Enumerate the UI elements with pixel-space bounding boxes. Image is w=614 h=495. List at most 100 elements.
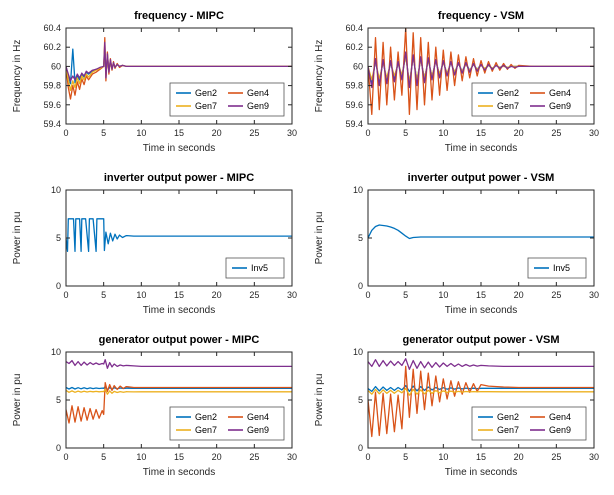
y-tick-label: 0	[56, 281, 61, 291]
x-tick-label: 10	[438, 452, 448, 462]
x-tick-label: 0	[63, 290, 68, 300]
legend-box	[225, 257, 285, 279]
y-axis-label: Frequency in Hz	[12, 40, 23, 113]
legend-label-gen2: Gen2	[497, 88, 519, 98]
y-tick-label: 60.4	[43, 23, 61, 33]
legend-box	[471, 406, 587, 441]
x-tick-label: 25	[551, 128, 561, 138]
series-inv5	[368, 224, 594, 240]
legend-label-gen4: Gen4	[247, 88, 269, 98]
chart-title: generator output power - VSM	[402, 334, 559, 346]
subplot-inverter-output-power-vsm: 0 5 10 15 20 25 30 0 5 10 inverter output power - …	[308, 168, 608, 328]
chart-title: generator output power - MIPC	[99, 334, 260, 346]
y-tick-label: 60	[51, 61, 61, 71]
x-axis-label: Time in seconds	[445, 467, 517, 478]
x-tick-label: 20	[212, 452, 222, 462]
x-tick-label: 5	[101, 452, 106, 462]
legend-box	[527, 257, 587, 279]
x-tick-label: 15	[174, 452, 184, 462]
legend: Gen2 Gen4 Gen7 Gen9	[471, 82, 587, 117]
x-tick-label: 15	[174, 128, 184, 138]
series-gen4	[368, 365, 594, 438]
x-tick-label: 20	[212, 290, 222, 300]
chart-svg: 0 5 10 15 20 25 30 59.4 59.6 59.8 60 60.2 60.4 freque…	[314, 10, 599, 154]
series-group	[368, 28, 594, 116]
y-axis-label: Power in pu	[12, 374, 23, 427]
legend-label-gen9: Gen9	[247, 101, 269, 111]
legend-label-gen7: Gen7	[497, 425, 519, 435]
x-tick-label: 30	[287, 452, 297, 462]
series-group	[66, 36, 292, 100]
y-tick-label: 5	[56, 233, 61, 243]
subplot-frequency-vsm: 0 5 10 15 20 25 30 59.4 59.6 59.8 60 60.2 60.4 freque…	[308, 6, 608, 166]
x-tick-label: 10	[136, 452, 146, 462]
chart-title: inverter output power - MIPC	[104, 172, 254, 184]
x-tick-label: 5	[403, 290, 408, 300]
x-tick-label: 10	[136, 128, 146, 138]
legend-box	[169, 82, 285, 117]
x-tick-label: 30	[589, 128, 599, 138]
x-axis-label: Time in seconds	[143, 467, 215, 478]
x-tick-label: 30	[589, 290, 599, 300]
x-tick-label: 25	[249, 128, 259, 138]
x-tick-label: 10	[438, 290, 448, 300]
chart-svg: 0 5 10 15 20 25 30 0 5 10 generator output power -…	[314, 334, 599, 478]
y-tick-label: 59.8	[43, 81, 61, 91]
y-tick-label: 59.6	[345, 100, 363, 110]
y-tick-label: 0	[56, 443, 61, 453]
y-tick-label: 59.4	[43, 119, 61, 129]
x-tick-label: 25	[551, 452, 561, 462]
y-axis-label: Power in pu	[12, 212, 23, 265]
x-tick-label: 15	[476, 290, 486, 300]
legend-label-gen7: Gen7	[195, 425, 217, 435]
legend: Inv5	[225, 257, 285, 279]
legend-label-gen7: Gen7	[497, 101, 519, 111]
chart-svg: 0 5 10 15 20 25 30 0 5 10 generator output power -…	[12, 334, 297, 478]
legend-label-gen4: Gen4	[247, 412, 269, 422]
series-gen9	[368, 51, 594, 89]
series-gen9	[66, 41, 292, 82]
x-tick-label: 0	[365, 128, 370, 138]
legend: Gen2 Gen4 Gen7 Gen9	[471, 406, 587, 441]
x-tick-label: 15	[174, 290, 184, 300]
y-tick-label: 10	[353, 185, 363, 195]
x-tick-label: 5	[403, 128, 408, 138]
legend-label-gen2: Gen2	[497, 412, 519, 422]
y-tick-label: 59.4	[345, 119, 363, 129]
x-axis-label: Time in seconds	[143, 305, 215, 316]
x-tick-label: 0	[365, 452, 370, 462]
x-tick-label: 25	[249, 452, 259, 462]
series-gen4	[66, 382, 292, 424]
subplot-generator-output-power-mipc: 0 5 10 15 20 25 30 0 5 10 generator output power -…	[6, 330, 306, 490]
x-tick-label: 10	[136, 290, 146, 300]
x-tick-label: 5	[403, 452, 408, 462]
x-tick-label: 10	[438, 128, 448, 138]
y-tick-label: 10	[353, 347, 363, 357]
series-group	[66, 218, 292, 253]
x-axis-label: Time in seconds	[445, 143, 517, 154]
y-tick-label: 59.8	[345, 81, 363, 91]
legend: Inv5	[527, 257, 587, 279]
x-tick-label: 15	[476, 452, 486, 462]
x-tick-label: 30	[287, 290, 297, 300]
series-gen9	[66, 359, 292, 369]
series-group	[368, 224, 594, 240]
legend-label-gen9: Gen9	[549, 425, 571, 435]
x-tick-label: 0	[63, 452, 68, 462]
x-tick-label: 20	[514, 290, 524, 300]
y-tick-label: 60.2	[345, 42, 363, 52]
x-tick-label: 5	[101, 128, 106, 138]
chart-svg: 0 5 10 15 20 25 30 59.4 59.6 59.8 60 60.2 60.4 freque…	[12, 10, 297, 154]
legend: Gen2 Gen4 Gen7 Gen9	[169, 406, 285, 441]
legend-box	[169, 406, 285, 441]
subplot-inverter-output-power-mipc: 0 5 10 15 20 25 30 0 5 10 inverter output power - …	[6, 168, 306, 328]
x-tick-label: 25	[551, 290, 561, 300]
y-tick-label: 5	[358, 395, 363, 405]
y-tick-label: 5	[56, 395, 61, 405]
legend-label-gen2: Gen2	[195, 88, 217, 98]
x-tick-label: 30	[589, 452, 599, 462]
legend-label-gen9: Gen9	[549, 101, 571, 111]
x-tick-label: 20	[212, 128, 222, 138]
x-tick-label: 20	[514, 128, 524, 138]
series-inv5	[66, 218, 292, 253]
